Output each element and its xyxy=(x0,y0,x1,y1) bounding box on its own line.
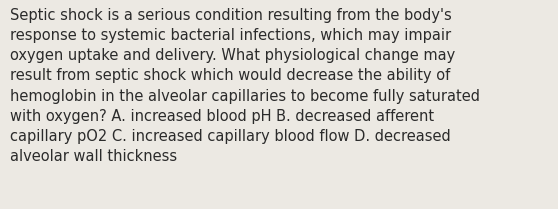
Text: Septic shock is a serious condition resulting from the body's
response to system: Septic shock is a serious condition resu… xyxy=(10,8,480,164)
